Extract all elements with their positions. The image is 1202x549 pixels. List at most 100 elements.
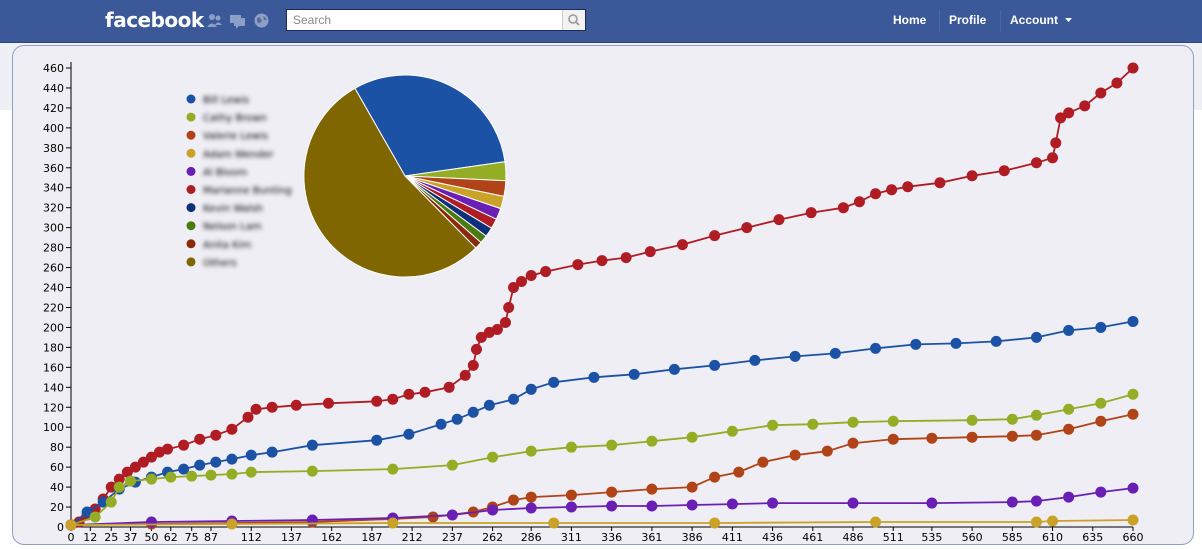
nav-divider — [1000, 10, 1001, 32]
legend-marker-4 — [186, 166, 196, 176]
y-tick-label: 340 — [43, 182, 64, 195]
series-point-2 — [89, 511, 101, 523]
legend-label-7: Nelson Lam — [203, 222, 262, 233]
legend-marker-8 — [186, 239, 196, 249]
series-point-3 — [1030, 429, 1042, 441]
x-tick-label: 361 — [641, 531, 662, 544]
series-point-1 — [508, 393, 519, 405]
series-point-0 — [242, 411, 254, 423]
legend-label-8: Anita Kim — [203, 240, 251, 251]
nav-divider — [939, 10, 940, 32]
series-point-0 — [676, 239, 688, 251]
x-tick-label: 311 — [561, 531, 582, 544]
y-tick-label: 280 — [43, 242, 64, 255]
series-point-1 — [1030, 331, 1042, 343]
series-point-0 — [387, 393, 399, 405]
series-point-5 — [709, 517, 721, 529]
series-point-0 — [1079, 100, 1091, 112]
series-point-1 — [306, 439, 318, 451]
legend-label-2: Valerie Lewis — [203, 131, 268, 142]
search-button[interactable] — [562, 10, 585, 30]
x-tick-label: 112 — [241, 531, 262, 544]
series-point-3 — [887, 433, 899, 445]
x-tick-label: 0 — [68, 531, 75, 544]
series-point-2 — [1063, 403, 1075, 415]
series-point-1 — [990, 335, 1002, 347]
series-point-1 — [194, 459, 206, 471]
x-tick-label: 560 — [962, 531, 983, 544]
nav-home-link[interactable]: Home — [893, 13, 927, 27]
series-point-3 — [789, 449, 801, 461]
series-point-2 — [205, 469, 217, 481]
series-point-3 — [733, 466, 745, 478]
series-point-2 — [113, 481, 125, 493]
series-point-0 — [499, 316, 511, 328]
series-point-1 — [1063, 324, 1075, 336]
series-point-0 — [966, 170, 978, 182]
y-tick-label: 80 — [50, 441, 64, 454]
x-tick-label: 75 — [185, 531, 199, 544]
nav-profile-link[interactable]: Profile — [949, 13, 987, 27]
series-point-0 — [741, 222, 753, 234]
series-point-2 — [847, 416, 859, 428]
series-point-1 — [178, 463, 190, 475]
x-tick-label: 635 — [1082, 531, 1103, 544]
series-point-0 — [902, 181, 914, 193]
series-point-0 — [1111, 77, 1123, 89]
legend-marker-9 — [186, 257, 196, 267]
legend-label-3: Adam Wender — [203, 149, 274, 160]
series-point-2 — [1127, 388, 1139, 400]
search-input[interactable] — [287, 10, 563, 30]
series-point-4 — [525, 502, 537, 514]
series-point-4 — [926, 497, 938, 509]
series-point-1 — [1127, 315, 1139, 327]
series-point-4 — [1030, 495, 1042, 507]
legend-label-9: Others — [203, 258, 237, 269]
series-point-4 — [606, 500, 618, 512]
series-point-0 — [516, 276, 528, 288]
y-tick-label: 400 — [43, 122, 64, 135]
series-point-2 — [446, 459, 458, 471]
x-tick-label: 386 — [682, 531, 703, 544]
series-point-0 — [467, 359, 479, 371]
series-point-3 — [1063, 423, 1075, 435]
series-point-4 — [686, 499, 698, 511]
series-point-4 — [487, 504, 499, 516]
series-point-0 — [226, 423, 238, 435]
y-tick-label: 140 — [43, 381, 64, 394]
series-point-2 — [226, 468, 238, 480]
series-point-3 — [966, 431, 978, 443]
y-tick-label: 300 — [43, 222, 64, 235]
y-tick-label: 60 — [50, 461, 64, 474]
series-point-1 — [1095, 321, 1107, 333]
series-point-0 — [805, 207, 817, 219]
x-tick-label: 610 — [1042, 531, 1063, 544]
series-point-0 — [403, 388, 415, 400]
series-point-0 — [998, 165, 1010, 177]
series-point-5 — [1030, 516, 1042, 528]
x-tick-label: 411 — [722, 531, 743, 544]
series-point-0 — [1127, 62, 1139, 74]
series-point-1 — [81, 506, 93, 518]
nav-account-menu[interactable]: Account — [1010, 13, 1073, 27]
search-box — [286, 9, 586, 31]
facebook-logo[interactable]: facebook — [105, 8, 204, 32]
y-tick-label: 180 — [43, 341, 64, 354]
series-point-0 — [145, 451, 157, 463]
series-point-0 — [443, 381, 455, 393]
series-point-1 — [97, 496, 109, 508]
series-point-0 — [1047, 152, 1059, 164]
messages-icon[interactable] — [229, 12, 246, 29]
series-point-1 — [525, 383, 537, 395]
series-point-2 — [105, 496, 117, 508]
y-tick-label: 240 — [43, 282, 64, 295]
pie-slice-0 — [354, 74, 506, 177]
legend-marker-0 — [186, 94, 196, 104]
x-tick-label: 535 — [921, 531, 942, 544]
x-tick-label: 162 — [321, 531, 342, 544]
series-point-0 — [1055, 112, 1067, 124]
friends-icon[interactable] — [206, 12, 223, 29]
notifications-globe-icon[interactable] — [253, 12, 270, 29]
series-point-0 — [1095, 87, 1107, 99]
series-point-5 — [870, 516, 882, 528]
